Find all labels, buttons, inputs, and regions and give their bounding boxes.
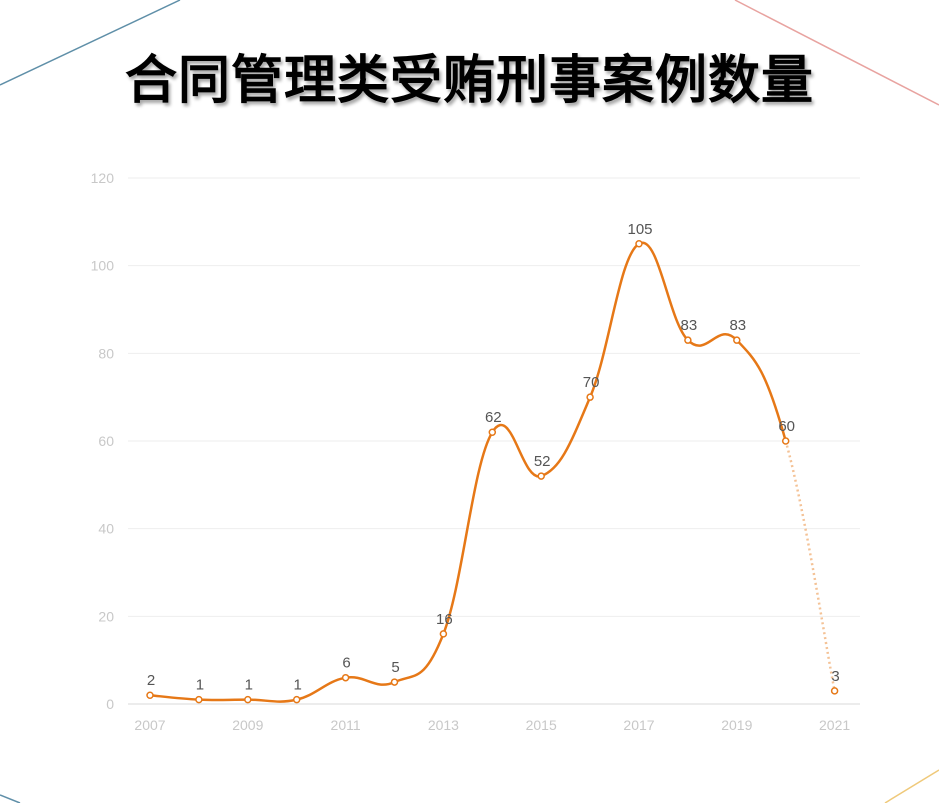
data-point [781,437,790,445]
series-line [149,241,836,703]
data-label: 3 [831,668,839,685]
data-point [586,393,594,401]
data-label: 52 [534,453,551,470]
x-tick-label: 2017 [623,717,654,733]
gridlines [128,177,860,705]
data-label: 83 [681,317,698,334]
y-tick-label: 0 [106,696,114,712]
x-tick-label: 2013 [428,717,459,733]
data-point [635,240,643,248]
data-point [537,472,545,480]
x-tick-label: 2009 [232,717,263,733]
data-label: 62 [485,409,502,426]
y-tick-label: 20 [98,608,114,624]
data-label: 1 [196,677,204,694]
corner-line-bottom-right [884,769,939,803]
x-tick-label: 2021 [819,717,850,733]
x-axis-ticks: 2007 2009 2011 2013 2015 2017 2019 2021 [134,717,850,733]
data-point [830,687,839,695]
data-label: 105 [627,221,652,238]
data-label: 1 [294,677,302,694]
corner-line-bottom-left [0,794,21,803]
data-point [684,336,692,344]
corner-line-top-right [734,0,939,106]
y-tick-label: 80 [98,345,114,361]
x-tick-label: 2015 [526,717,557,733]
chart-title: 合同管理类受贿刑事案例数量 [124,51,814,111]
data-label: 1 [245,677,253,694]
data-label: 60 [778,418,795,435]
data-label: 2 [147,672,155,689]
y-tick-label: 120 [91,170,115,186]
series-points [146,240,839,704]
data-label: 83 [729,317,746,334]
data-point [439,630,448,638]
y-tick-label: 100 [91,258,115,274]
x-tick-label: 2019 [721,717,752,733]
corner-line-top-left [0,0,181,86]
data-point [195,695,203,704]
y-axis-ticks: 0 20 40 60 80 100 120 [91,170,115,712]
series-line-path [149,241,787,703]
data-label: 16 [436,611,453,628]
x-tick-label: 2011 [331,717,361,733]
data-point [733,336,741,344]
series-line-dotted [784,440,836,692]
data-label: 6 [342,655,350,672]
data-point [341,673,350,682]
y-tick-label: 60 [98,433,114,449]
data-point [390,678,399,686]
data-point [292,695,301,704]
data-label: 70 [583,374,600,391]
y-tick-label: 40 [98,521,114,537]
data-label: 5 [391,659,399,676]
x-tick-label: 2007 [134,717,165,733]
data-point [146,691,154,699]
data-point [244,695,252,704]
data-point [488,428,497,436]
